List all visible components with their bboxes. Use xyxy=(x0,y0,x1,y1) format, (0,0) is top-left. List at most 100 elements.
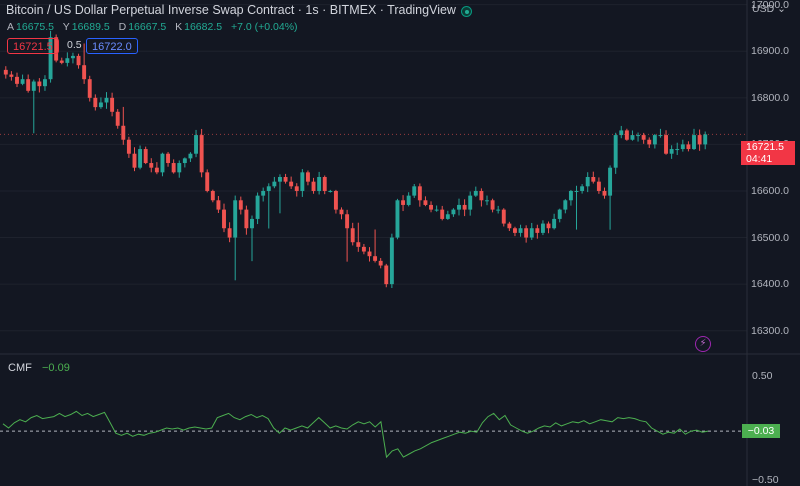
candle-body xyxy=(613,135,618,168)
candle xyxy=(182,157,187,168)
candle xyxy=(70,52,75,64)
candle xyxy=(675,142,680,155)
candle-body xyxy=(143,149,148,164)
candle xyxy=(154,162,159,175)
candle-body xyxy=(166,153,171,164)
candle-body xyxy=(686,144,691,150)
candle xyxy=(9,71,14,81)
candle xyxy=(345,209,350,262)
candle-body xyxy=(630,135,635,140)
candle xyxy=(384,263,389,288)
candle-body xyxy=(401,200,406,205)
candle-body xyxy=(434,209,439,211)
candle-body xyxy=(703,134,708,145)
candle xyxy=(401,195,406,212)
candle xyxy=(378,258,383,269)
candle xyxy=(143,146,148,165)
candle-body xyxy=(104,97,109,103)
candle-body xyxy=(423,200,428,205)
cmf-current-tag: −0.03 xyxy=(742,424,780,438)
candle xyxy=(261,187,266,202)
candle xyxy=(652,133,657,149)
candle xyxy=(31,79,36,134)
candle-body xyxy=(261,190,266,196)
candle xyxy=(37,78,42,93)
candle xyxy=(87,75,92,102)
candle-body xyxy=(658,135,663,137)
candle xyxy=(529,222,534,240)
sell-price-button[interactable]: 16721.5 xyxy=(7,38,59,54)
candle-body xyxy=(619,130,624,136)
candle xyxy=(680,139,685,152)
candle xyxy=(507,221,512,232)
candle-body xyxy=(9,74,14,77)
buy-price-button[interactable]: 16722.0 xyxy=(86,38,138,54)
bar-countdown: 04:41 xyxy=(746,153,773,165)
candle-body xyxy=(272,181,277,187)
candle-body xyxy=(194,135,198,154)
candle xyxy=(233,195,238,281)
candle-body xyxy=(468,195,473,210)
candle-body xyxy=(546,223,551,229)
candle-body xyxy=(507,223,512,229)
candle xyxy=(429,201,433,213)
candle-body xyxy=(440,209,445,219)
candle xyxy=(641,132,646,144)
indicator-value: −0.09 xyxy=(42,362,70,374)
candle-body xyxy=(222,209,226,229)
candle-body xyxy=(244,209,249,229)
flash-icon[interactable]: ⚡ xyxy=(695,336,711,352)
candle-body xyxy=(641,135,646,140)
currency-selector[interactable]: USD ⌄ xyxy=(752,3,786,15)
candle-body xyxy=(311,181,316,191)
candle xyxy=(552,213,557,230)
candle xyxy=(356,222,361,252)
candle-body xyxy=(529,228,534,238)
candle xyxy=(250,215,254,262)
candle-body xyxy=(177,163,182,173)
candle xyxy=(216,196,221,213)
candle xyxy=(434,205,439,212)
candle xyxy=(490,198,495,213)
market-status-icon[interactable] xyxy=(461,6,472,17)
candle xyxy=(104,92,109,109)
candle-body xyxy=(406,195,411,205)
candle-body xyxy=(675,149,680,151)
ohlc-value-low: 16667.5 xyxy=(128,21,167,33)
candle-body xyxy=(485,200,489,202)
candle xyxy=(138,145,143,170)
candle xyxy=(624,128,629,141)
candle xyxy=(65,52,70,67)
candle-body xyxy=(15,76,19,84)
candle-body xyxy=(48,37,53,80)
price-tick-label: 17000.0 xyxy=(751,0,789,11)
indicator-name[interactable]: CMF xyxy=(8,362,32,374)
candle-body xyxy=(524,228,529,238)
candle-body xyxy=(233,200,238,238)
candle xyxy=(630,130,635,141)
candle xyxy=(188,152,193,162)
candle-body xyxy=(132,153,137,168)
candle-body xyxy=(608,167,613,196)
candle-body xyxy=(479,190,484,201)
candle xyxy=(473,186,478,197)
candle-body xyxy=(624,130,629,140)
spread-value: 0.5 xyxy=(67,39,82,51)
candle xyxy=(658,128,663,138)
candle xyxy=(166,151,171,167)
candle-body xyxy=(59,60,64,63)
candle-body xyxy=(669,149,674,154)
candle-body xyxy=(289,181,294,187)
candle-body xyxy=(110,97,115,112)
candle xyxy=(462,199,467,217)
candle-body xyxy=(250,218,254,229)
price-tick-label: 16300.0 xyxy=(751,324,789,337)
candle xyxy=(311,177,316,194)
candle-body xyxy=(43,79,47,87)
candle xyxy=(703,131,708,150)
chevron-down-icon: ⌄ xyxy=(777,3,786,15)
candle-body xyxy=(294,186,299,191)
candle-body xyxy=(205,172,210,191)
